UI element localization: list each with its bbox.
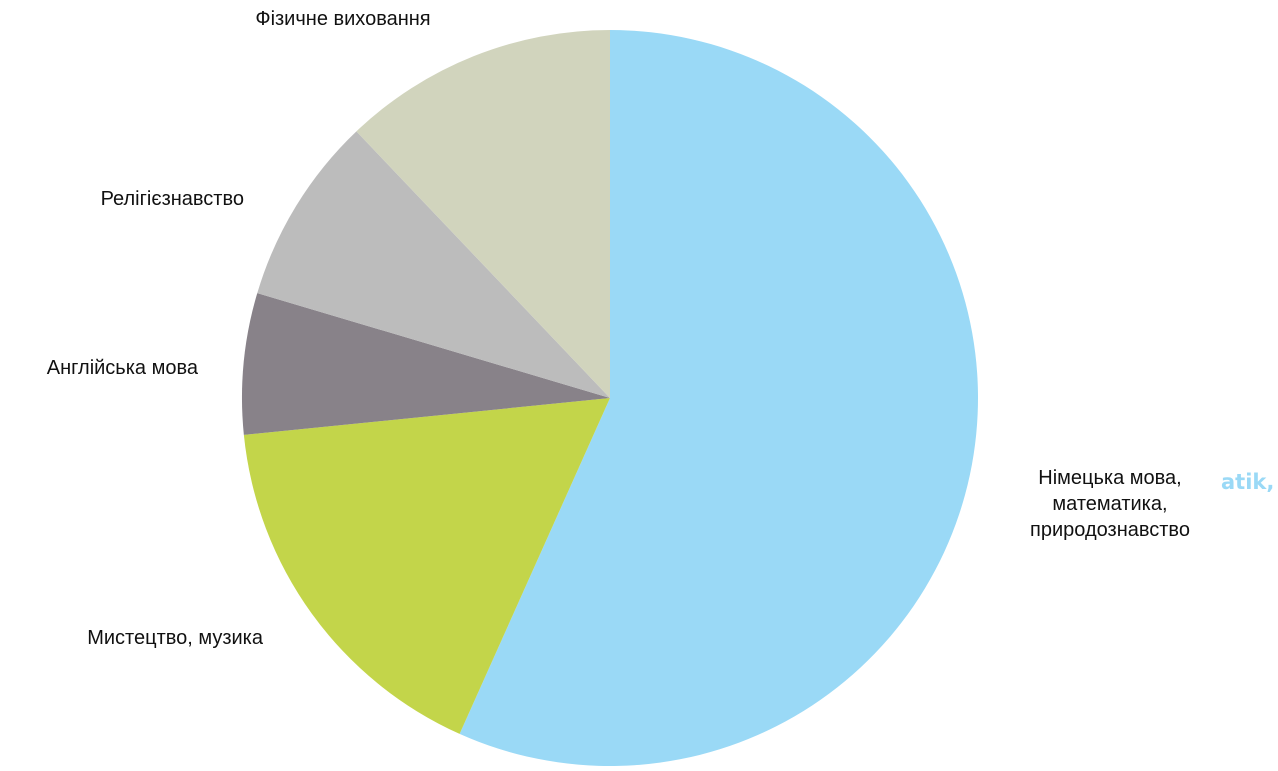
label-cover-4 xyxy=(255,184,288,218)
pie-slices xyxy=(242,30,979,767)
slice-label-line: Мистецтво, музика xyxy=(87,627,264,649)
residual-original-text: atik, xyxy=(1221,470,1274,494)
slice-label-1: Німецька мова, математика, природознавство xyxy=(1030,467,1190,541)
pie-slice-1 xyxy=(459,30,979,767)
slice-label-4: Релігієзнавство xyxy=(101,188,244,210)
slice-label-line: математика, xyxy=(1052,493,1167,515)
pie-slice-4 xyxy=(257,131,610,399)
slice-label-5: Фізичне виховання xyxy=(255,8,430,30)
pie-slice-2 xyxy=(243,398,610,734)
slice-label-line: Англійська мова xyxy=(47,357,199,379)
slice-label-3: Англійська мова xyxy=(47,357,199,379)
slice-label-line: Релігієзнавство xyxy=(101,188,244,210)
pie-slice-3 xyxy=(242,293,610,435)
slice-label-line: Фізичне виховання xyxy=(255,8,430,30)
pie-labels: Німецька мова, математика, природознавство… xyxy=(47,8,1190,654)
residual-german-label-fragment: atik, xyxy=(1221,470,1274,494)
slice-label-2: Мистецтво, музика xyxy=(87,627,264,649)
slice-label-line: Німецька мова, xyxy=(1038,467,1181,489)
pie-slice-5 xyxy=(356,30,610,398)
label-cover-2 xyxy=(270,624,304,654)
slice-label-line: природознавство xyxy=(1030,519,1190,541)
